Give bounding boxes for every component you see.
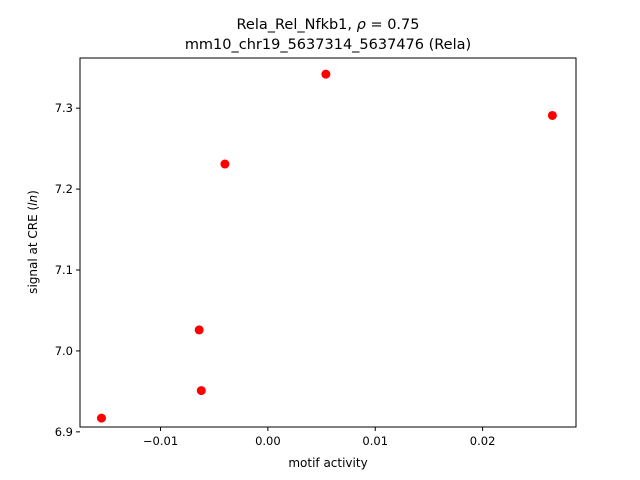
x-tick-label: 0.01 [362, 434, 388, 448]
data-point [96, 413, 106, 423]
y-tick-label: 7.3 [55, 101, 73, 115]
chart-title-line2: mm10_chr19_5637314_5637476 (Rela) [185, 37, 471, 53]
x-tick-label: 0.02 [470, 434, 496, 448]
y-axis: 6.9 7.0 7.1 7.2 7.3 [55, 101, 80, 439]
plot-area [79, 57, 577, 428]
data-point [194, 325, 204, 335]
data-points [96, 69, 557, 423]
chart-title-line1: Rela_Rel_Nfkb1, ρ = 0.75 [236, 17, 419, 33]
y-tick-label: 6.9 [55, 425, 73, 439]
data-point [220, 159, 230, 169]
x-axis: −0.01 0.00 0.01 0.02 [143, 427, 496, 448]
data-point [547, 110, 557, 120]
x-tick-label: −0.01 [143, 434, 178, 448]
y-tick-label: 7.0 [55, 344, 73, 358]
y-tick-label: 7.2 [55, 182, 73, 196]
y-tick-label: 7.1 [55, 263, 73, 277]
data-point [321, 69, 331, 79]
data-point [196, 386, 206, 396]
x-axis-label: motif activity [288, 456, 367, 470]
x-tick-label: 0.00 [255, 434, 281, 448]
y-axis-label: signal at CRE (ln) [26, 190, 40, 294]
